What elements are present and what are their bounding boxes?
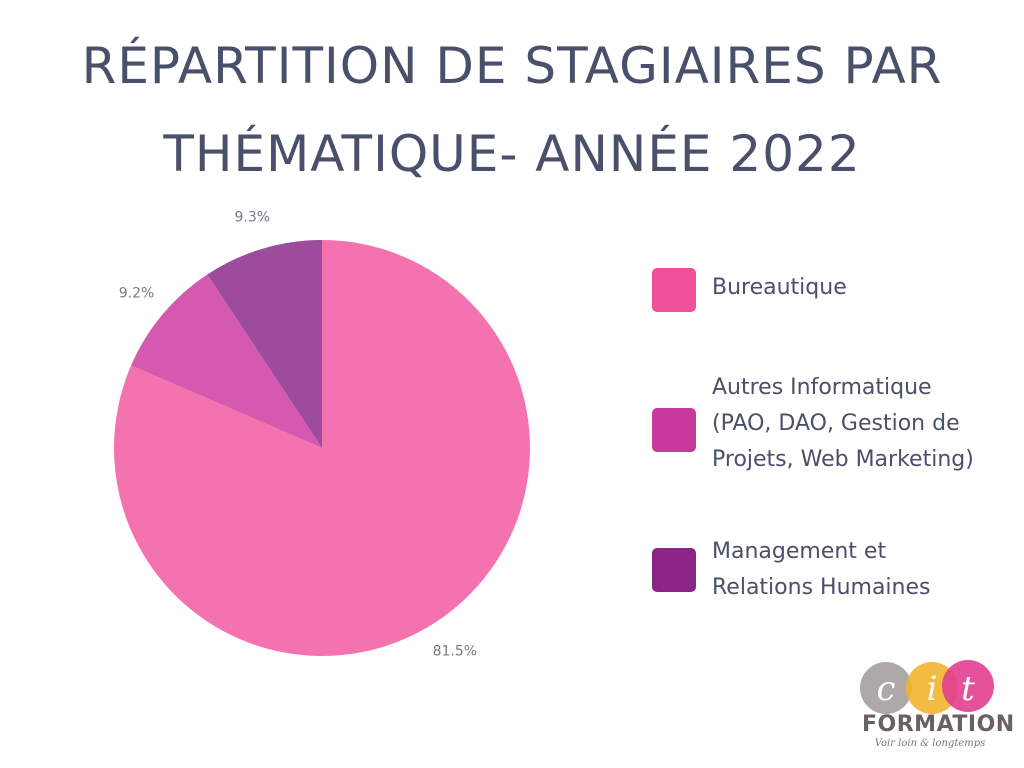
legend-label-line: (PAO, DAO, Gestion de (712, 411, 960, 436)
legend-label-autres-informatique: Autres Informatique (PAO, DAO, Gestion d… (712, 370, 1012, 478)
pie-slice-2 (207, 240, 322, 448)
logo-wordmark: FORMATION (862, 712, 1015, 737)
cit-formation-logo: c i t FORMATION Voir loin & longtemps (856, 656, 1015, 756)
logo-tagline: Voir loin & longtemps (874, 738, 986, 749)
legend-label-line: Projets, Web Marketing) (712, 447, 974, 472)
legend-swatch-management (652, 548, 696, 592)
pie-slice-label-1: 9.2% (119, 286, 155, 302)
logo-letter-t: t (961, 669, 975, 709)
logo-letter-i: i (927, 669, 938, 709)
chart-title: RÉPARTITION DE STAGIAIRES PAR THÉMATIQUE… (0, 22, 1024, 198)
pie-slice-1 (131, 274, 322, 448)
legend-swatch-bureautique (652, 268, 696, 312)
legend-label-line: Bureautique (712, 275, 847, 300)
chart-title-line-2: THÉMATIQUE- ANNÉE 2022 (163, 125, 861, 183)
legend-label-line: Relations Humaines (712, 575, 931, 600)
logo-letter-c: c (876, 669, 895, 709)
legend-label-line: Management et (712, 539, 887, 564)
pie-slice-0 (114, 240, 530, 657)
pie-slice-label-2: 9.3% (235, 209, 271, 225)
legend-label-line: Autres Informatique (712, 375, 932, 400)
logo-mark: c i t (860, 660, 994, 714)
legend-swatch-autres-informatique (652, 408, 696, 452)
legend-label-management: Management et Relations Humaines (712, 534, 1012, 606)
legend-label-bureautique: Bureautique (712, 270, 1012, 306)
chart-title-line-1: RÉPARTITION DE STAGIAIRES PAR (81, 37, 943, 95)
pie-slice-label-0: 81.5% (433, 643, 477, 659)
